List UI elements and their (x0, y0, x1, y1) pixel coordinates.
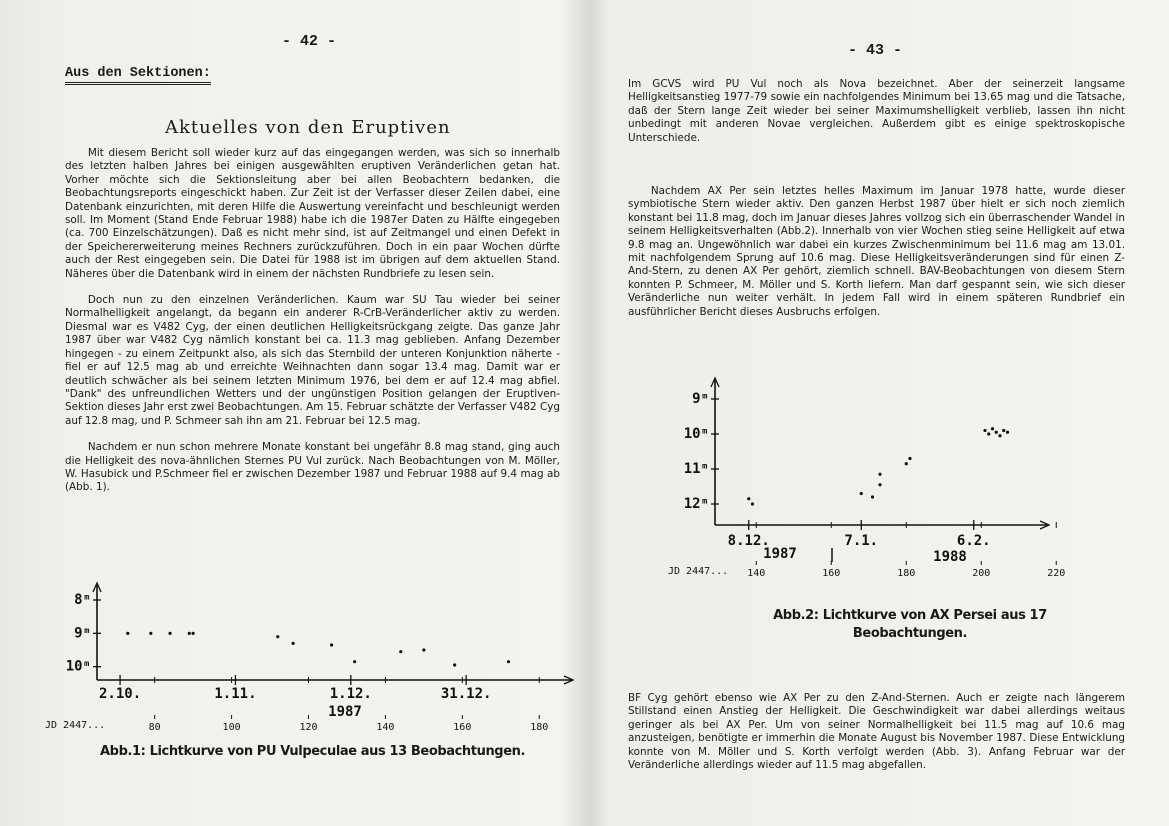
date-label: 2.10. (99, 686, 141, 702)
observation (747, 497, 751, 501)
y-tick-label: 9ᵐ (74, 625, 91, 641)
observation (878, 483, 882, 487)
date-label: 1.12. (330, 686, 372, 702)
observation (878, 472, 882, 476)
observation (149, 631, 153, 635)
observation (329, 643, 334, 647)
left-text: Mit diesem Bericht soll wieder kurz auf … (65, 147, 560, 508)
observation (353, 660, 357, 664)
date-label: 31.12. (441, 686, 492, 702)
jd-tick-label: 220 (1047, 568, 1065, 579)
observation (1005, 430, 1010, 434)
observation (126, 631, 130, 635)
page-number: - 42 - (282, 33, 337, 50)
observation (168, 631, 172, 635)
observation (983, 428, 987, 433)
jd-tick-label: 160 (822, 568, 840, 579)
jd-tick-label: 140 (376, 722, 394, 733)
date-label: 7.1. (844, 533, 878, 549)
y-tick-label: 8ᵐ (74, 592, 91, 608)
y-tick-label: 11ᵐ (684, 461, 709, 477)
observation (904, 462, 908, 466)
jd-tick-label: 180 (530, 722, 548, 733)
y-axis-arrow (92, 581, 102, 593)
observation (987, 432, 991, 436)
observation (859, 491, 863, 496)
jd-tick-label: 160 (453, 722, 471, 733)
y-tick-label: 9ᵐ (692, 391, 709, 407)
observation (1002, 428, 1006, 433)
observation (506, 660, 511, 664)
x-axis-arrow (1039, 520, 1051, 530)
year-label: 1987 (763, 546, 797, 562)
jd-tick-label: 140 (747, 568, 765, 579)
figure-caption: Abb.2: Lichtkurve von AX Persei aus 17 B… (773, 608, 1047, 641)
paragraph: Nachdem AX Per sein letztes helles Maxim… (628, 185, 1125, 318)
observation (998, 434, 1002, 438)
observation (191, 631, 195, 635)
page-number: - 43 - (848, 42, 903, 59)
paragraph: Im GCVS wird PU Vul noch als Nova bezeic… (628, 78, 1125, 144)
jd-tick-label: 100 (223, 722, 241, 733)
jd-label: JD 2447... (668, 566, 728, 577)
jd-tick-label: 120 (299, 722, 317, 733)
date-label: 6.2. (957, 533, 991, 549)
observation (276, 635, 280, 639)
year-label: 1987 (328, 704, 362, 720)
paragraph: Doch nun zu den einzelnen Veränderlichen… (65, 294, 560, 427)
jd-tick-label: 80 (149, 722, 161, 733)
date-label: 1.11. (214, 686, 256, 702)
date-label: 8.12. (728, 533, 770, 549)
right-text-lower: BF Cyg gehört ebenso wie AX Per zu den Z… (628, 692, 1125, 785)
year-label: 1988 (933, 549, 967, 565)
y-tick-label: 12ᵐ (684, 496, 709, 512)
observation (453, 663, 457, 667)
jd-tick-label: 200 (972, 568, 990, 579)
paragraph: Nachdem er nun schon mehrere Monate kons… (65, 441, 560, 494)
y-axis-arrow (710, 376, 720, 388)
observation (291, 641, 295, 645)
y-tick-label: 10ᵐ (684, 426, 709, 442)
figure-caption: Abb.1: Lichtkurve von PU Vulpeculae aus … (100, 744, 526, 759)
jd-label: JD 2447... (45, 720, 105, 731)
observation (187, 631, 191, 635)
observation (908, 456, 912, 461)
x-axis-arrow (563, 675, 575, 685)
right-text: Im GCVS wird PU Vul noch als Nova bezeic… (628, 78, 1125, 332)
observation (990, 427, 995, 431)
observation (422, 648, 426, 652)
observation (399, 650, 403, 654)
observation (994, 430, 998, 434)
section-heading: Aus den Sektionen: (65, 66, 211, 85)
paragraph: BF Cyg gehört ebenso wie AX Per zu den Z… (628, 692, 1125, 772)
paragraph: Mit diesem Bericht soll wieder kurz auf … (65, 147, 560, 280)
y-tick-label: 10ᵐ (66, 659, 91, 675)
jd-tick-label: 180 (897, 568, 915, 579)
observation (750, 502, 755, 506)
observation (870, 495, 875, 499)
article-title: Aktuelles von den Eruptiven (165, 117, 451, 138)
